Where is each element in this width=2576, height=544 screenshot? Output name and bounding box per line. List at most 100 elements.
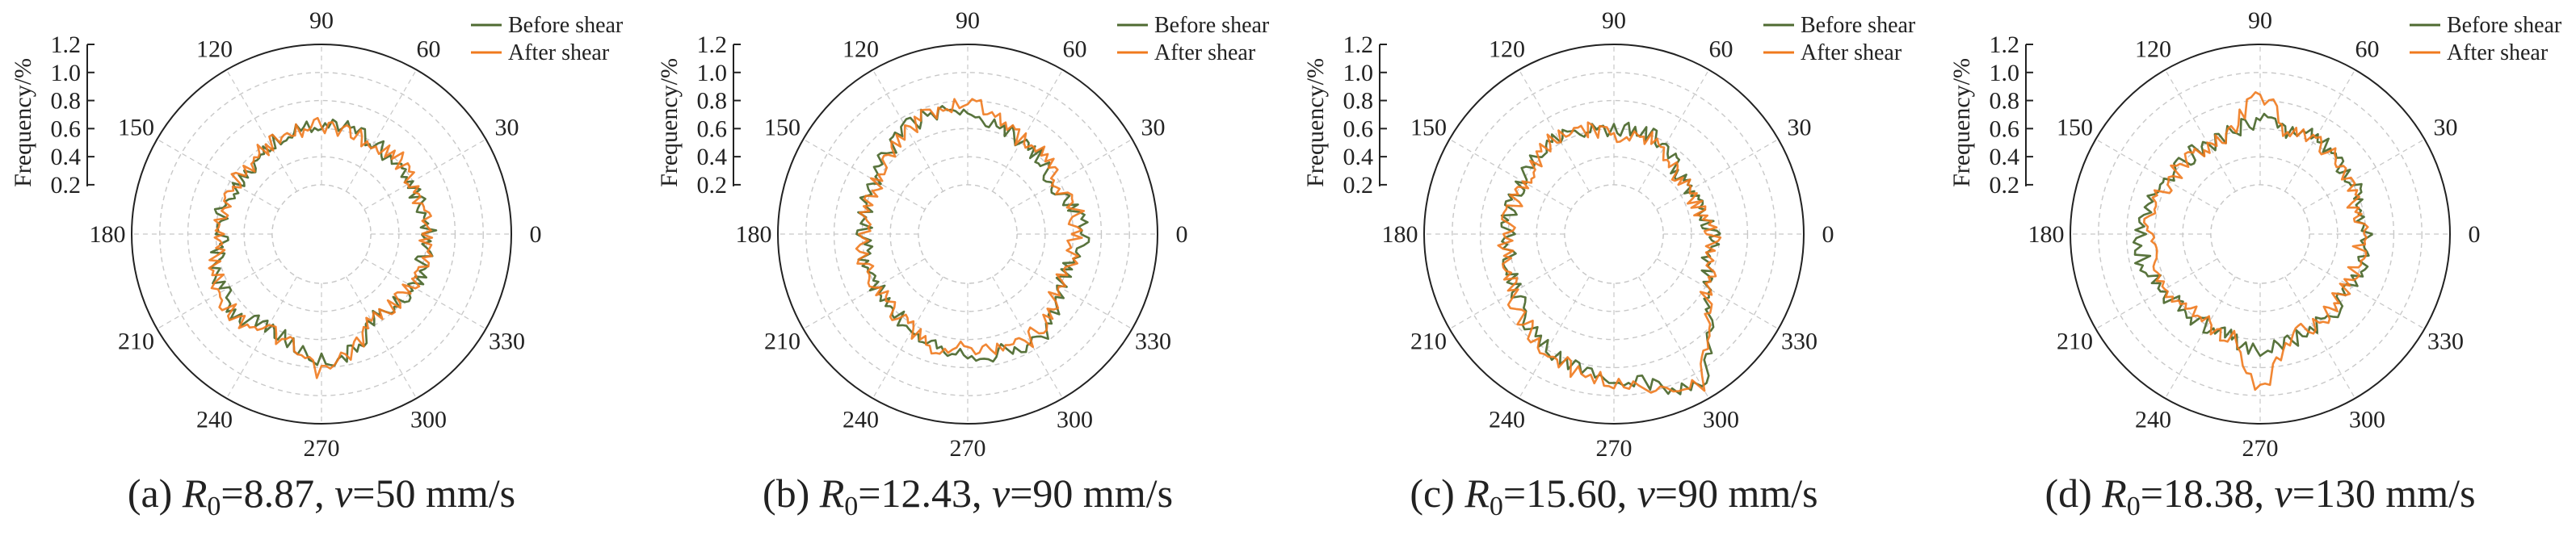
angle-spoke: [2302, 258, 2425, 330]
radial-tick-label: 0.8: [51, 88, 82, 115]
legend-label: After shear: [1154, 40, 1256, 65]
series-line-after-shear: [208, 116, 434, 379]
radial-tick-label: 0.8: [1343, 88, 1374, 115]
grid-ring: [2098, 72, 2423, 396]
angle-tick-label: 330: [1781, 328, 1817, 355]
polar-frame: [2070, 44, 2451, 425]
grid-ring: [805, 72, 1130, 396]
angle-spoke: [1518, 276, 1590, 399]
radial-tick-label: 1.0: [51, 60, 82, 86]
radial-tick-label: 0.2: [1990, 172, 2020, 199]
angle-tick-label: 30: [1141, 115, 1165, 141]
angle-tick-label: 180: [90, 221, 126, 248]
angle-tick-label: 120: [2135, 36, 2171, 63]
angle-tick-label: 180: [736, 221, 772, 248]
angle-tick-label: 150: [2057, 115, 2093, 141]
radial-tick-label: 0.4: [697, 144, 728, 170]
angle-tick-label: 240: [1489, 406, 1525, 433]
angle-tick-label: 270: [2242, 435, 2279, 462]
polar-panel-3: 0 30 60 90 120 150 180 210 240 270 300 330 0.20.40.6…: [1302, 7, 1916, 521]
polar-frame: [131, 44, 512, 425]
angle-tick-label: 300: [2349, 406, 2385, 433]
grid-ring: [1536, 156, 1692, 312]
angle-tick-label: 270: [950, 435, 986, 462]
polar-frame: [777, 44, 1158, 425]
radial-tick-label: 0.6: [1343, 115, 1374, 142]
grid-ring: [215, 128, 428, 341]
grid-ring: [918, 184, 1018, 284]
angle-spoke: [803, 258, 926, 330]
angle-spoke: [1638, 69, 1710, 192]
angle-spoke: [1010, 258, 1133, 330]
angle-spoke: [872, 276, 943, 399]
grid-ring: [2210, 184, 2310, 284]
angle-tick-label: 90: [1602, 7, 1626, 34]
angle-tick-label: 0: [1822, 221, 1834, 248]
angle-tick-label: 240: [2135, 406, 2171, 433]
radial-tick-label: 0.6: [51, 115, 82, 142]
angle-tick-label: 30: [494, 115, 519, 141]
radial-axis-label: Frequency/%: [1948, 58, 1975, 187]
radial-axis-label: Frequency/%: [10, 58, 36, 187]
angle-tick-label: 210: [764, 328, 801, 355]
angle-spoke: [2095, 138, 2218, 210]
panel-caption: (b) R0=12.43, v=90 mm/s: [763, 471, 1173, 521]
angle-spoke: [1449, 138, 1572, 210]
angle-spoke: [1010, 138, 1133, 210]
legend-label: Before shear: [2447, 13, 2562, 38]
panel-caption: (a) R0=8.87, v=50 mm/s: [128, 471, 515, 521]
series-line-after-shear: [855, 98, 1086, 356]
radial-tick-label: 0.2: [697, 172, 728, 199]
series-line-before-shear: [2132, 112, 2374, 358]
panel-caption: (c) R0=15.60, v=90 mm/s: [1410, 471, 1817, 521]
radial-tick-label: 0.6: [1990, 115, 2020, 142]
angle-spoke: [225, 276, 297, 399]
grid-ring: [1452, 72, 1776, 396]
angle-spoke: [1449, 258, 1572, 330]
angle-spoke: [872, 69, 943, 192]
angle-spoke: [1638, 276, 1710, 399]
angle-spoke: [346, 276, 418, 399]
angle-tick-label: 60: [1709, 36, 1733, 63]
angle-spoke: [346, 69, 418, 192]
angle-spoke: [2095, 258, 2218, 330]
angle-tick-label: 300: [1057, 406, 1093, 433]
angle-tick-label: 270: [1596, 435, 1633, 462]
angle-tick-label: 120: [1489, 36, 1525, 63]
angle-tick-label: 120: [196, 36, 233, 63]
angle-tick-label: 60: [1063, 36, 1087, 63]
radial-tick-label: 0.8: [1990, 88, 2020, 115]
angle-tick-label: 330: [1135, 328, 1171, 355]
angle-spoke: [2164, 276, 2236, 399]
legend-label: Before shear: [508, 13, 624, 38]
angle-spoke: [992, 276, 1064, 399]
angle-tick-label: 60: [417, 36, 441, 63]
radial-tick-label: 0.4: [51, 144, 82, 170]
series-line-after-shear: [2143, 91, 2369, 391]
polar-frame: [1423, 44, 1805, 425]
series-line-after-shear: [1497, 121, 1722, 394]
angle-spoke: [803, 138, 926, 210]
angle-tick-label: 240: [196, 406, 233, 433]
grid-ring: [187, 99, 456, 369]
angle-tick-label: 300: [410, 406, 447, 433]
polar-panel-2: 0 30 60 90 120 150 180 210 240 270 300 330 0.20.40.6…: [656, 7, 1270, 521]
angle-spoke: [1518, 69, 1590, 192]
angle-spoke: [1656, 138, 1779, 210]
legend-label: After shear: [508, 40, 610, 65]
angle-tick-label: 0: [1176, 221, 1188, 248]
angle-tick-label: 300: [1703, 406, 1739, 433]
grid-ring: [243, 156, 400, 312]
angle-tick-label: 0: [530, 221, 542, 248]
radial-tick-label: 1.0: [1343, 60, 1374, 86]
radial-tick-label: 0.4: [1343, 144, 1374, 170]
legend-label: Before shear: [1801, 13, 1916, 38]
angle-tick-label: 210: [118, 328, 154, 355]
legend-label: After shear: [1801, 40, 1902, 65]
grid-ring: [159, 72, 484, 396]
angle-spoke: [992, 69, 1064, 192]
legend-label: After shear: [2447, 40, 2549, 65]
angle-tick-label: 330: [489, 328, 525, 355]
angle-tick-label: 30: [1787, 115, 1811, 141]
